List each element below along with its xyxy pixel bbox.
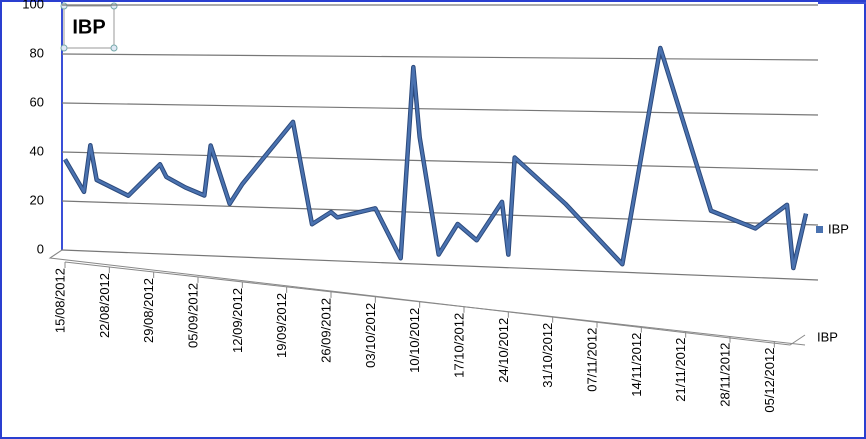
handle[interactable] — [110, 2, 118, 10]
title-box[interactable] — [63, 5, 115, 49]
chart-title: IBP — [72, 16, 105, 38]
x-tick-label: 17/10/2012 — [451, 313, 466, 378]
y-tick-label: 60 — [30, 94, 44, 109]
grid-line — [61, 53, 819, 61]
x-tick-label: 19/09/2012 — [274, 293, 289, 358]
x-tick-label: 12/09/2012 — [230, 288, 245, 353]
grid-line — [61, 102, 819, 116]
x-tick-label: 24/10/2012 — [496, 318, 511, 383]
x-tick-label: 07/11/2012 — [584, 328, 599, 392]
floor-edge — [49, 249, 63, 259]
grid-line — [61, 249, 819, 281]
grid-line — [61, 151, 819, 171]
handle[interactable] — [110, 44, 118, 52]
x-axis-line — [64, 261, 806, 346]
handle[interactable] — [60, 2, 68, 10]
x-tick-label: 14/11/2012 — [629, 333, 644, 397]
legend-swatch — [816, 226, 823, 233]
y-tick-label: 20 — [30, 192, 44, 207]
y-tick-label: 0 — [37, 241, 44, 256]
x-tick-label: 28/11/2012 — [717, 343, 732, 407]
x-tick-label: 22/08/2012 — [97, 273, 112, 338]
x-tick-label: 31/10/2012 — [540, 323, 555, 388]
depth-axis-label: IBP — [817, 329, 838, 344]
x-tick-label: 05/09/2012 — [185, 283, 200, 348]
x-tick-label: 05/12/2012 — [762, 348, 777, 413]
x-tick-label: 21/11/2012 — [673, 338, 688, 402]
y-tick-label: 80 — [30, 45, 44, 60]
series-line — [63, 46, 808, 270]
legend-label: IBP — [828, 221, 849, 236]
y-tick-label: 100 — [22, 0, 44, 11]
y-tick-label: 40 — [30, 143, 44, 158]
grid-line — [61, 200, 819, 226]
handle[interactable] — [60, 44, 68, 52]
x-tick-label: 15/08/2012 — [52, 268, 67, 333]
x-tick-label: 26/09/2012 — [318, 298, 333, 363]
x-tick-label: 10/10/2012 — [407, 308, 422, 373]
x-tick-label: 29/08/2012 — [141, 278, 156, 343]
x-tick-label: 03/10/2012 — [363, 303, 378, 368]
